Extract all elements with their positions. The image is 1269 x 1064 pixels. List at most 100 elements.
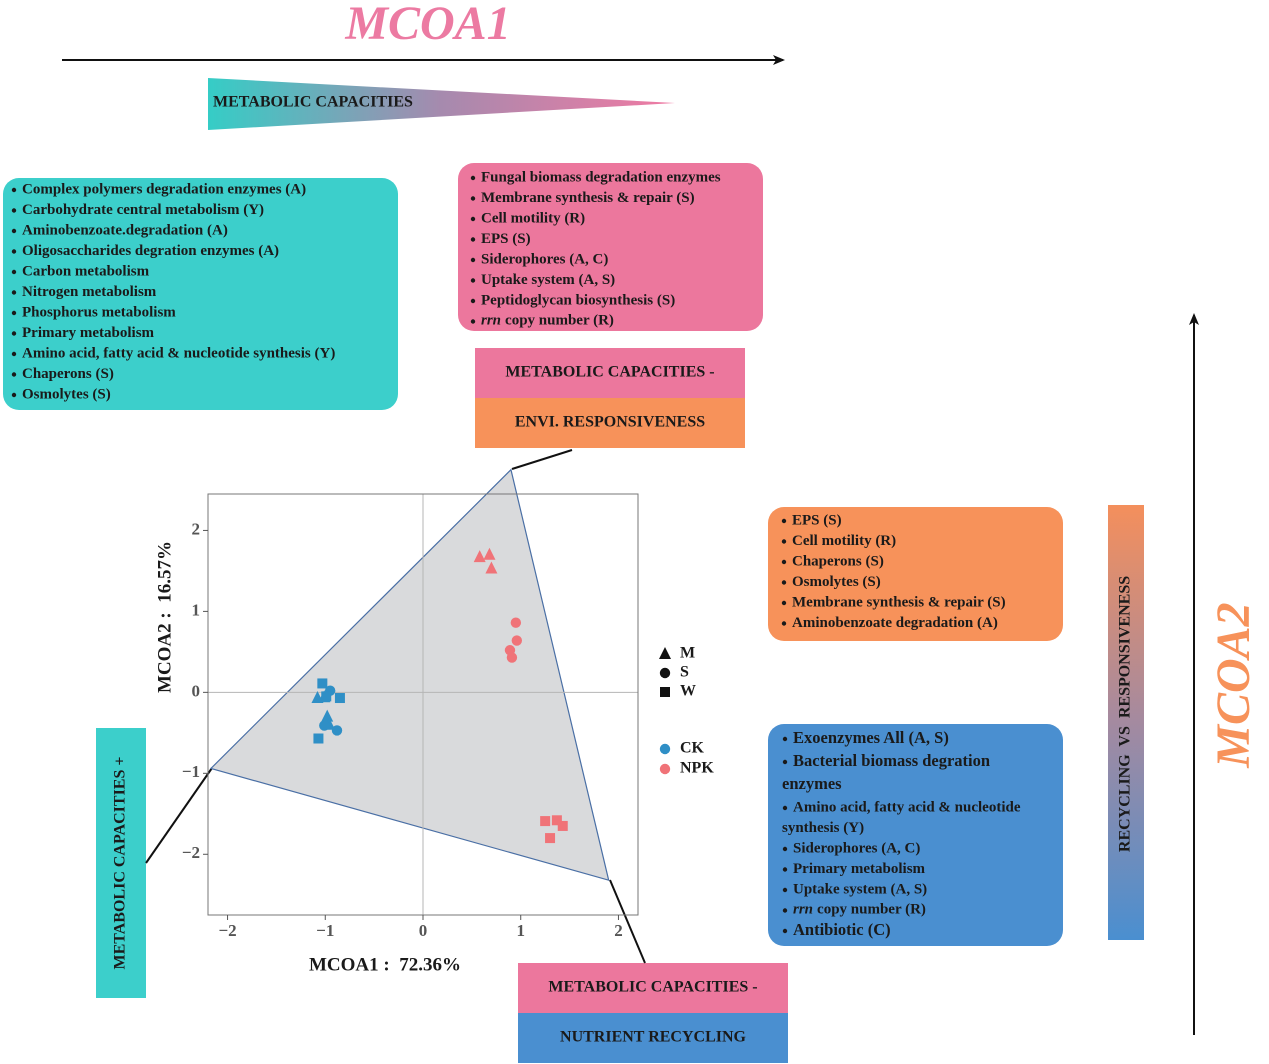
left-label: METABOLIC CAPACITIES + <box>112 757 129 970</box>
point <box>321 691 332 702</box>
gradient-triangle <box>208 78 675 130</box>
mcoa1-title: MCOA1 <box>344 0 510 50</box>
list-item: Membrane synthesis & repair (S) <box>792 594 1006 610</box>
x-axis-title: MCOA1 : 72.36% <box>309 954 461 975</box>
list-item: Nitrogen metabolism <box>22 284 157 300</box>
bottom-label: NUTRIENT RECYCLING <box>560 1029 747 1046</box>
bottom-label: METABOLIC CAPACITIES - <box>548 979 757 996</box>
legend-symbol <box>659 647 671 659</box>
bullet <box>11 290 17 295</box>
point <box>334 693 345 704</box>
list-item: Antibiotic (C) <box>793 920 891 939</box>
bullet <box>11 187 17 193</box>
label-box <box>518 1013 788 1063</box>
list-item: Chaperons (S) <box>792 553 884 569</box>
bullet <box>470 237 476 242</box>
point <box>540 816 551 827</box>
y-tick-label: 1 <box>192 600 201 619</box>
x-tick-label: 0 <box>419 921 428 940</box>
bullet <box>782 846 788 852</box>
list-item: Bacterial biomass degration <box>793 751 990 770</box>
legend-label: W <box>680 683 696 700</box>
list-item: synthesis (Y) <box>782 820 864 836</box>
gradient-label: METABOLIC CAPACITIES <box>213 94 413 111</box>
label-box <box>96 728 146 998</box>
item-text: copy number (R) <box>505 313 614 329</box>
convex-hull <box>209 468 610 882</box>
point <box>317 678 328 689</box>
bullet <box>470 216 476 222</box>
y-tick-label: 0 <box>192 681 201 700</box>
bullet <box>11 351 17 357</box>
bullet <box>781 518 787 524</box>
bullet <box>781 600 787 606</box>
legend-label: M <box>680 645 695 662</box>
list-item: Siderophores (A, C) <box>481 251 608 267</box>
gradient-bar <box>1108 505 1144 940</box>
bullet <box>470 196 476 201</box>
list-item: Membrane synthesis & repair (S) <box>481 190 695 206</box>
list-item: Exoenzymes All (A, S) <box>793 728 949 747</box>
legend-symbol <box>659 763 671 775</box>
list-item: Amino acid, fatty acid & nucleotide <box>793 799 1021 815</box>
list-item: Cell motility (R) <box>792 533 896 549</box>
right-label: RECYCLING VS RESPONSIVENESS <box>1117 576 1134 852</box>
bullet <box>470 319 476 324</box>
legend-label: S <box>680 664 689 681</box>
top-label: METABOLIC CAPACITIES - <box>505 364 714 381</box>
y-axis-title: MCOA2 : 16.57% <box>154 541 175 693</box>
list-item: rrn copy number (R) <box>481 313 614 329</box>
list-item: Fungal biomass degradation enzymes <box>481 169 721 185</box>
x-tick-label: −2 <box>218 921 236 940</box>
feature-box <box>768 507 1063 641</box>
label-box <box>518 963 788 1013</box>
x-tick-label: 1 <box>516 921 525 940</box>
bullet <box>781 621 787 626</box>
list-item: Carbohydrate central metabolism (Y) <box>22 202 264 218</box>
list-item: Phosphorus metabolism <box>22 304 176 320</box>
bullet <box>782 867 788 872</box>
list-item: Oligosaccharides degration enzymes (A) <box>22 243 279 259</box>
legend-label: CK <box>680 740 705 757</box>
list-item: Chaperons (S) <box>22 366 114 382</box>
bullet <box>782 887 788 893</box>
mcoa2-title: MCOA2 <box>1207 602 1260 768</box>
bullet <box>470 257 476 263</box>
bullet <box>782 759 788 765</box>
x-tick-label: −1 <box>316 921 334 940</box>
point <box>313 733 324 744</box>
legend-label: NPK <box>680 760 714 777</box>
bullet <box>782 805 788 811</box>
point <box>551 815 562 826</box>
list-item: EPS (S) <box>792 512 842 528</box>
item-text: copy number (R) <box>817 902 926 918</box>
point <box>331 725 343 736</box>
list-item: Primary metabolism <box>793 861 926 877</box>
list-item: Carbon metabolism <box>22 263 150 279</box>
list-item: Complex polymers degradation enzymes (A) <box>22 181 306 197</box>
y-tick-label: 2 <box>192 519 201 538</box>
connector <box>145 767 213 864</box>
bullet <box>782 736 788 742</box>
scatter-plot: −2 −1 0 1 2 −2 −1 0 1 2 MCOA1 : 72.36% MCOA2 : 16.5… <box>154 468 714 975</box>
label-box <box>475 348 745 398</box>
list-item: Amino acid, fatty acid & nucleotide synt… <box>22 345 335 361</box>
bullet <box>781 559 787 565</box>
list-item: Aminobenzoate.degradation (A) <box>22 222 228 238</box>
bullet <box>11 228 17 234</box>
y-tick-label: −2 <box>182 843 200 862</box>
list-item: Aminobenzoate degradation (A) <box>792 615 998 631</box>
point <box>557 820 568 831</box>
bullet <box>781 539 787 544</box>
bullet <box>11 392 17 398</box>
y-tick-label: −1 <box>182 762 200 781</box>
list-item: Siderophores (A, C) <box>793 840 920 856</box>
list-item: rrn copy number (R) <box>793 902 926 918</box>
point <box>319 720 330 731</box>
list-item: Uptake system (A, S) <box>481 272 615 288</box>
point <box>473 550 486 563</box>
point <box>483 547 496 560</box>
point <box>510 617 522 628</box>
point <box>321 709 334 722</box>
